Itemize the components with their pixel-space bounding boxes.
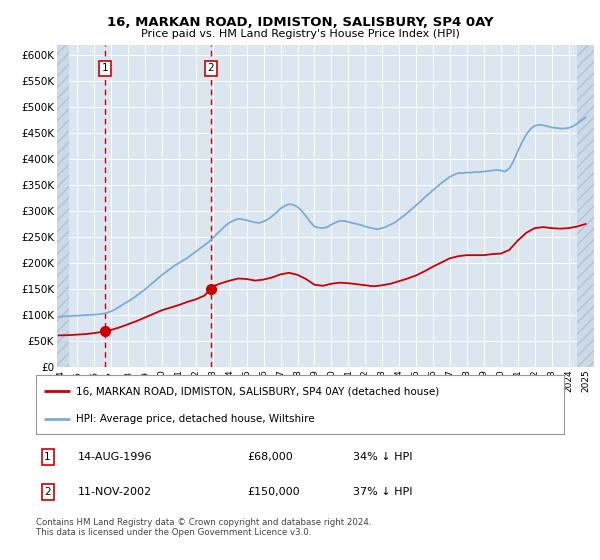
Text: £68,000: £68,000 (247, 452, 293, 462)
Text: 34% ↓ HPI: 34% ↓ HPI (353, 452, 412, 462)
Bar (57, 45, 69, 367)
Text: 16, MARKAN ROAD, IDMISTON, SALISBURY, SP4 0AY (detached house): 16, MARKAN ROAD, IDMISTON, SALISBURY, SP… (76, 386, 439, 396)
Text: 16, MARKAN ROAD, IDMISTON, SALISBURY, SP4 0AY: 16, MARKAN ROAD, IDMISTON, SALISBURY, SP… (107, 16, 493, 29)
Text: Contains HM Land Registry data © Crown copyright and database right 2024.
This d: Contains HM Land Registry data © Crown c… (36, 518, 371, 538)
Text: Price paid vs. HM Land Registry's House Price Index (HPI): Price paid vs. HM Land Registry's House … (140, 29, 460, 39)
Text: £150,000: £150,000 (247, 487, 300, 497)
Text: HPI: Average price, detached house, Wiltshire: HPI: Average price, detached house, Wilt… (76, 414, 314, 424)
Bar (577, 45, 594, 367)
Text: 2: 2 (44, 487, 51, 497)
Text: 2: 2 (208, 63, 214, 73)
Text: 11-NOV-2002: 11-NOV-2002 (78, 487, 152, 497)
Text: 1: 1 (44, 452, 51, 462)
Text: 37% ↓ HPI: 37% ↓ HPI (353, 487, 412, 497)
Text: 14-AUG-1996: 14-AUG-1996 (78, 452, 153, 462)
Text: 1: 1 (101, 63, 108, 73)
